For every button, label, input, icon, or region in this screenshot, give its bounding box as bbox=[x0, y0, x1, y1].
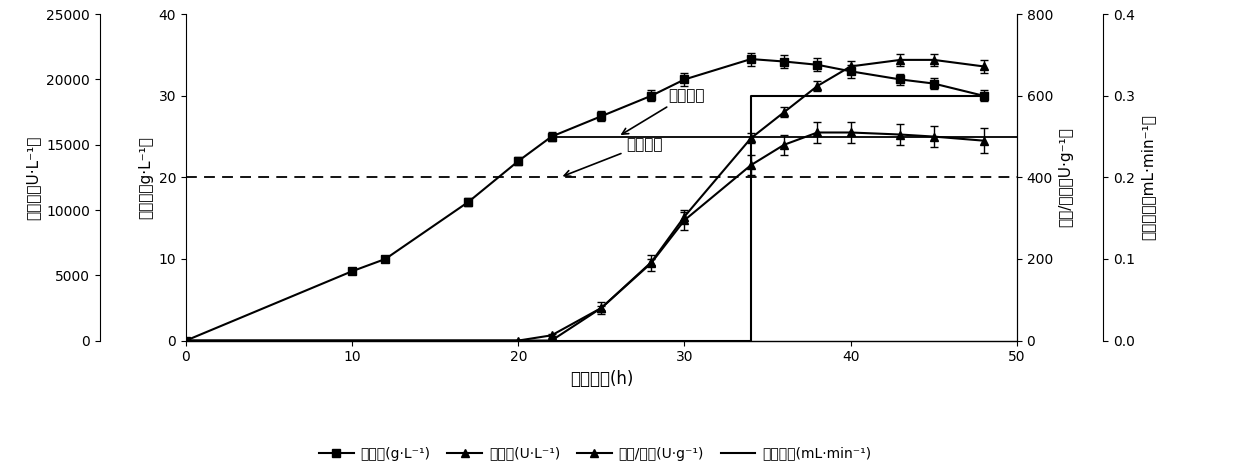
Y-axis label: 补料速率（mL·min⁻¹）: 补料速率（mL·min⁻¹） bbox=[1141, 114, 1156, 240]
Text: 补料开始: 补料开始 bbox=[622, 88, 704, 134]
Legend: 菌体量(g·L⁻¹), 总酶活(U·L⁻¹), 酶活/干重(U·g⁻¹), 补料速率(mL·min⁻¹): 菌体量(g·L⁻¹), 总酶活(U·L⁻¹), 酶活/干重(U·g⁻¹), 补料… bbox=[314, 441, 877, 466]
Y-axis label: 总酶活（U·L⁻¹）: 总酶活（U·L⁻¹） bbox=[26, 135, 41, 219]
X-axis label: 发酵时间(h): 发酵时间(h) bbox=[569, 370, 634, 388]
Y-axis label: 菌体量（g·L⁻¹）: 菌体量（g·L⁻¹） bbox=[138, 136, 153, 219]
Y-axis label: 酶活/干重（U·g⁻¹）: 酶活/干重（U·g⁻¹） bbox=[1059, 127, 1074, 228]
Text: 诱导开始: 诱导开始 bbox=[564, 137, 663, 176]
